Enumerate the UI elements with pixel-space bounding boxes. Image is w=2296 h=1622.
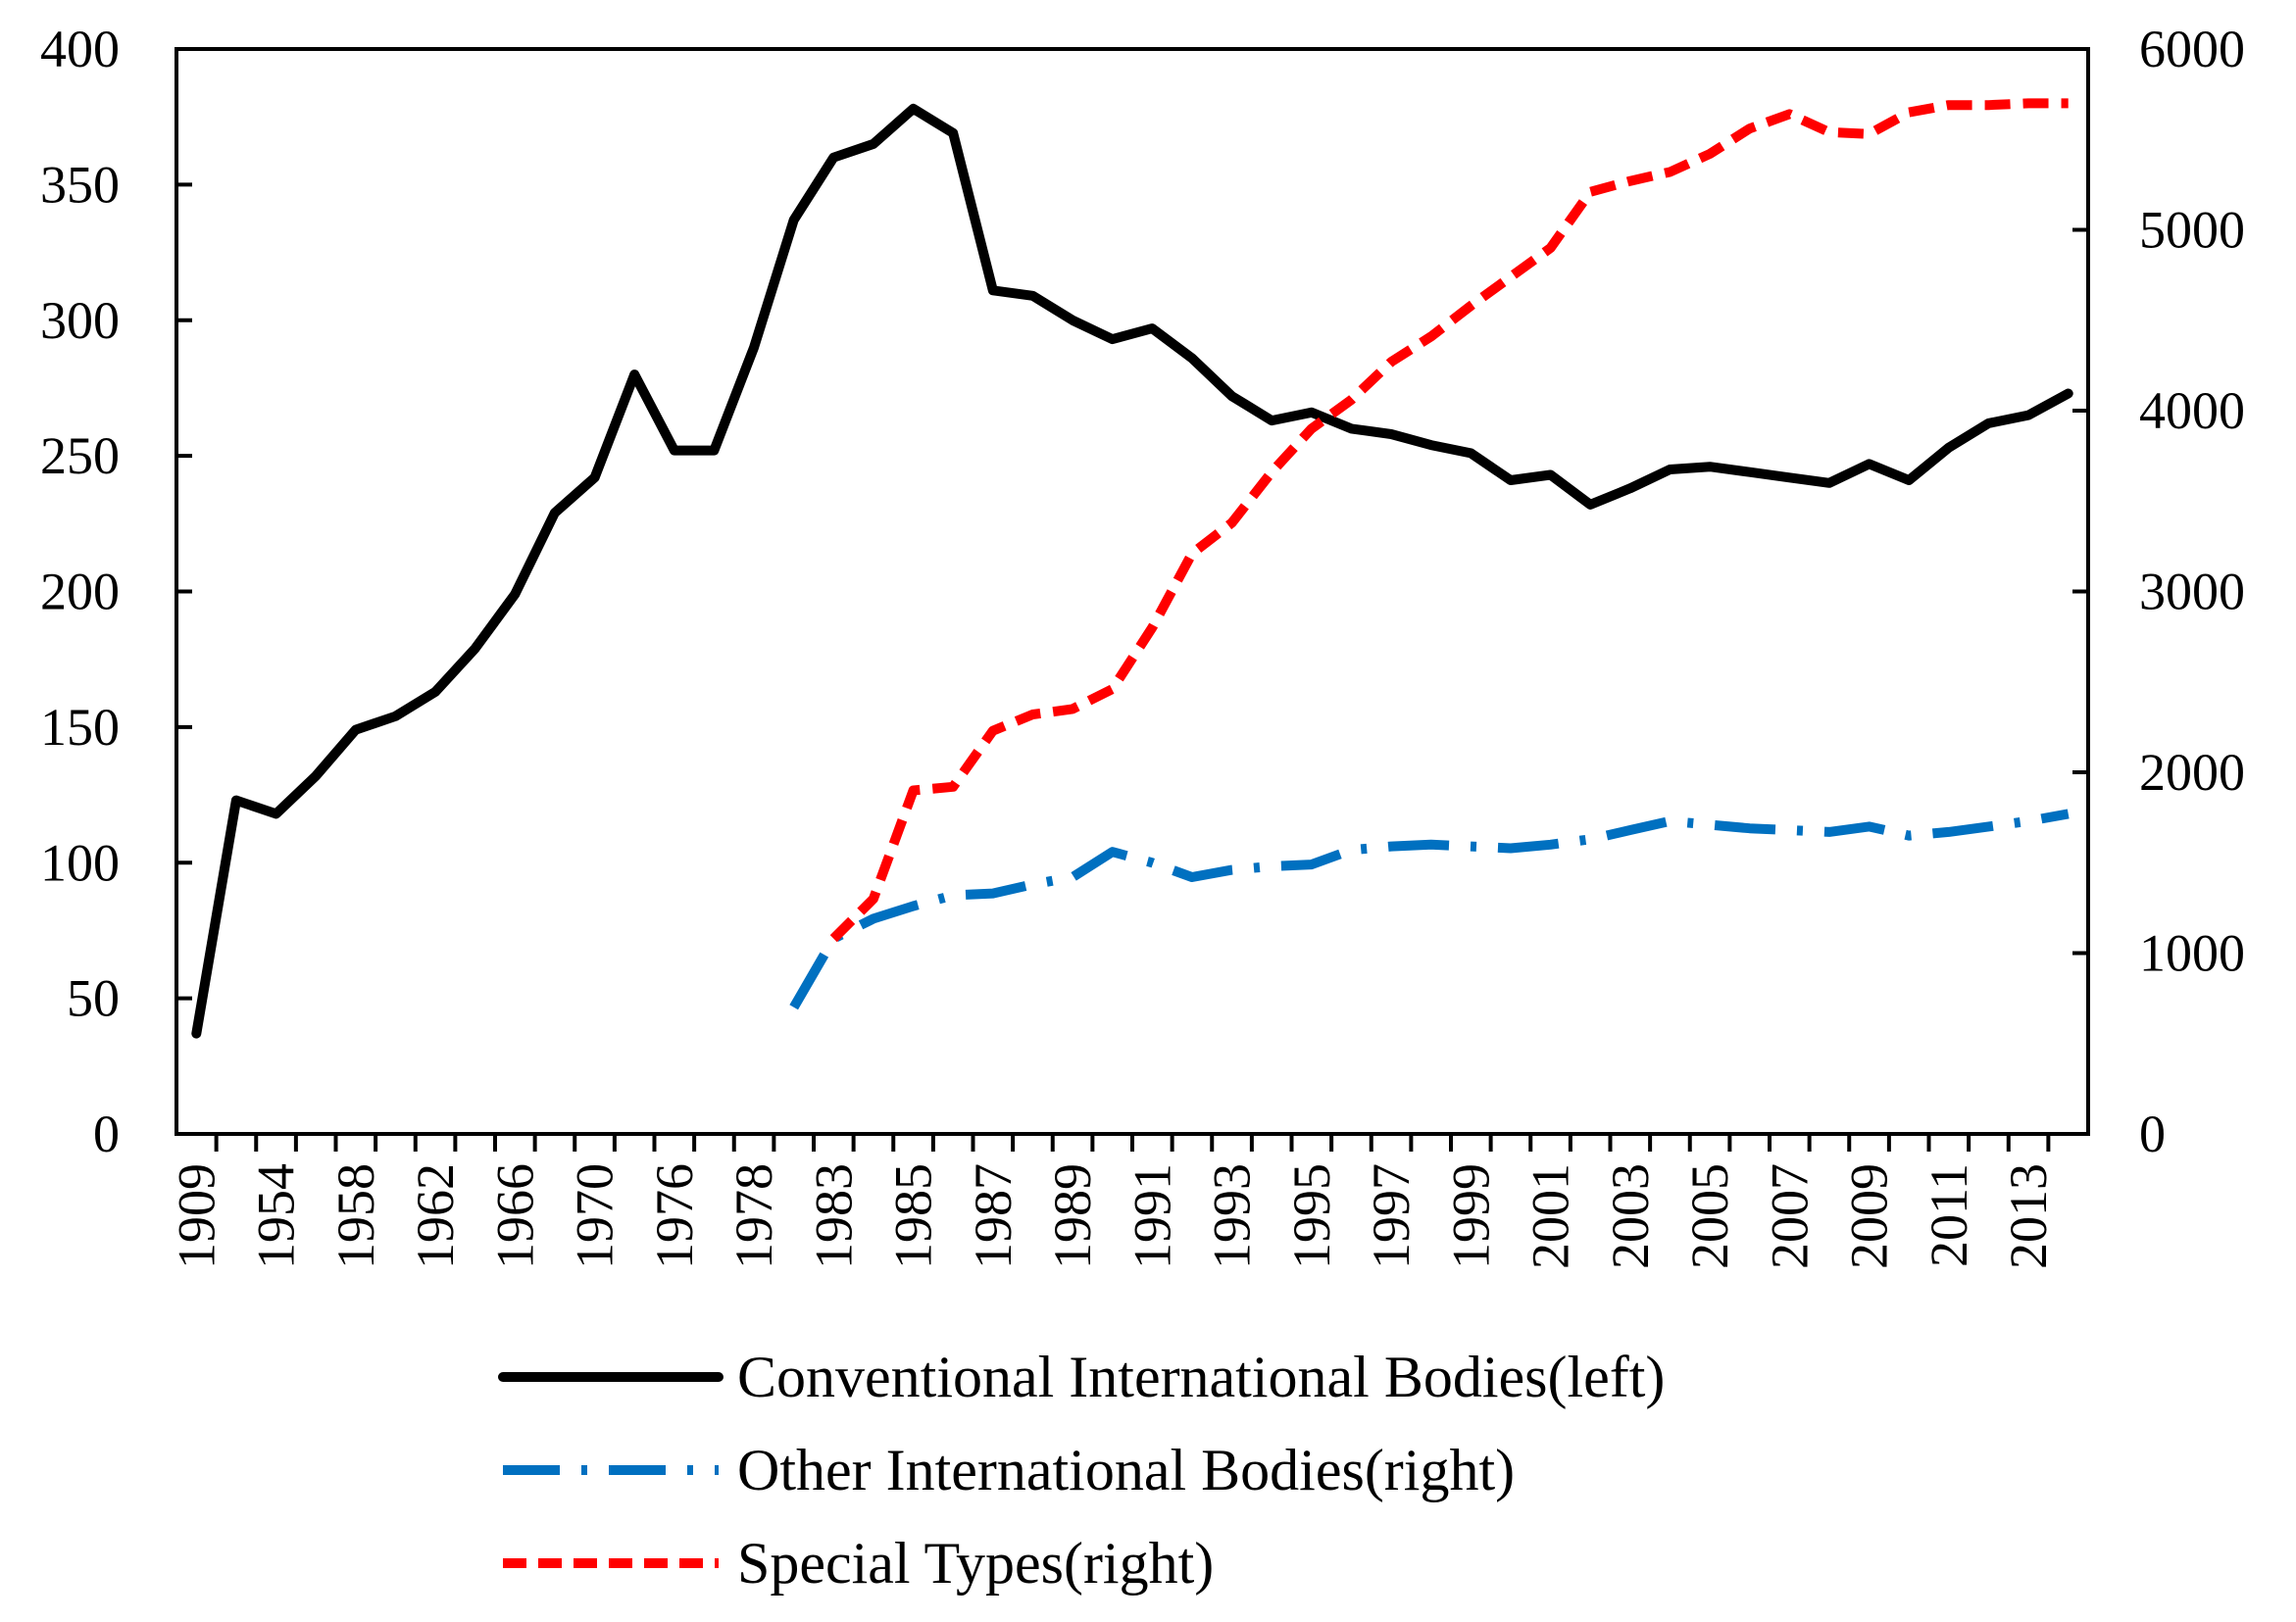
right-y-tick-label: 5000 (2139, 201, 2245, 260)
right-y-axis: 0 1000 2000 3000 4000 5000 6000 (2072, 20, 2245, 1163)
x-tick-label: 1958 (326, 1163, 385, 1269)
left-y-tick-label: 0 (93, 1105, 120, 1163)
series-line-3 (829, 98, 2069, 943)
x-tick-label: 1966 (485, 1163, 544, 1269)
x-tick-label: 1997 (1362, 1163, 1421, 1269)
x-tick-label: 1989 (1043, 1163, 1102, 1269)
x-tick-label: 1987 (964, 1163, 1023, 1269)
x-tick-label: 1983 (804, 1163, 863, 1269)
x-tick-label: 1954 (247, 1163, 306, 1269)
x-tick-label: 1999 (1441, 1163, 1500, 1269)
left-y-tick-label: 150 (40, 698, 120, 757)
x-tick-label: 2003 (1601, 1163, 1660, 1269)
x-tick-label: 1976 (645, 1163, 704, 1269)
x-tick-label: 2009 (1840, 1163, 1899, 1269)
x-tick-label: 1978 (724, 1163, 783, 1269)
right-y-tick-label: 3000 (2139, 563, 2245, 621)
x-tick-label: 2001 (1522, 1163, 1580, 1269)
left-y-tick-label: 250 (40, 426, 120, 485)
right-y-tick-label: 1000 (2139, 924, 2245, 983)
plot-series (191, 98, 2073, 1039)
left-y-tick-label: 350 (40, 155, 120, 214)
left-y-tick-label: 200 (40, 563, 120, 621)
x-tick-label: 2011 (1920, 1163, 1978, 1267)
right-y-tick-label: 0 (2139, 1105, 2166, 1163)
series-line-1 (191, 103, 2073, 1039)
x-tick-label: 2007 (1760, 1163, 1819, 1269)
left-y-tick-label: 400 (40, 20, 120, 78)
x-tick-label: 2013 (1999, 1163, 2058, 1269)
x-tick-label: 1995 (1282, 1163, 1341, 1269)
x-axis: 1909 1954 1958 1962 1966 1970 1976 1978 1983 1985… (167, 1134, 2058, 1269)
left-y-tick-label: 50 (67, 969, 120, 1028)
left-y-tick-label: 100 (40, 833, 120, 892)
x-tick-label: 2005 (1680, 1163, 1739, 1269)
x-tick-label: 1970 (566, 1163, 624, 1269)
x-tick-label: 1993 (1203, 1163, 1262, 1269)
right-y-tick-label: 2000 (2139, 743, 2245, 802)
series-line-2 (789, 809, 2070, 1010)
plot-area-frame (175, 47, 2090, 1136)
right-y-tick-label: 6000 (2139, 20, 2245, 78)
left-y-tick-label: 300 (40, 291, 120, 350)
legend-label-1: Conventional International Bodies(left) (737, 1345, 1665, 1409)
x-tick-label: 1991 (1123, 1163, 1181, 1269)
x-tick-label: 1909 (167, 1163, 225, 1269)
x-tick-label: 1962 (406, 1163, 465, 1269)
x-tick-label: 1985 (884, 1163, 943, 1269)
legend: Conventional International Bodies(left) O… (498, 1345, 1665, 1596)
legend-label-2: Other International Bodies(right) (737, 1438, 1515, 1502)
legend-label-3: Special Types(right) (737, 1531, 1214, 1596)
left-y-axis: 0 50 100 150 200 250 300 350 400 (40, 20, 192, 1163)
right-y-tick-label: 4000 (2139, 381, 2245, 440)
